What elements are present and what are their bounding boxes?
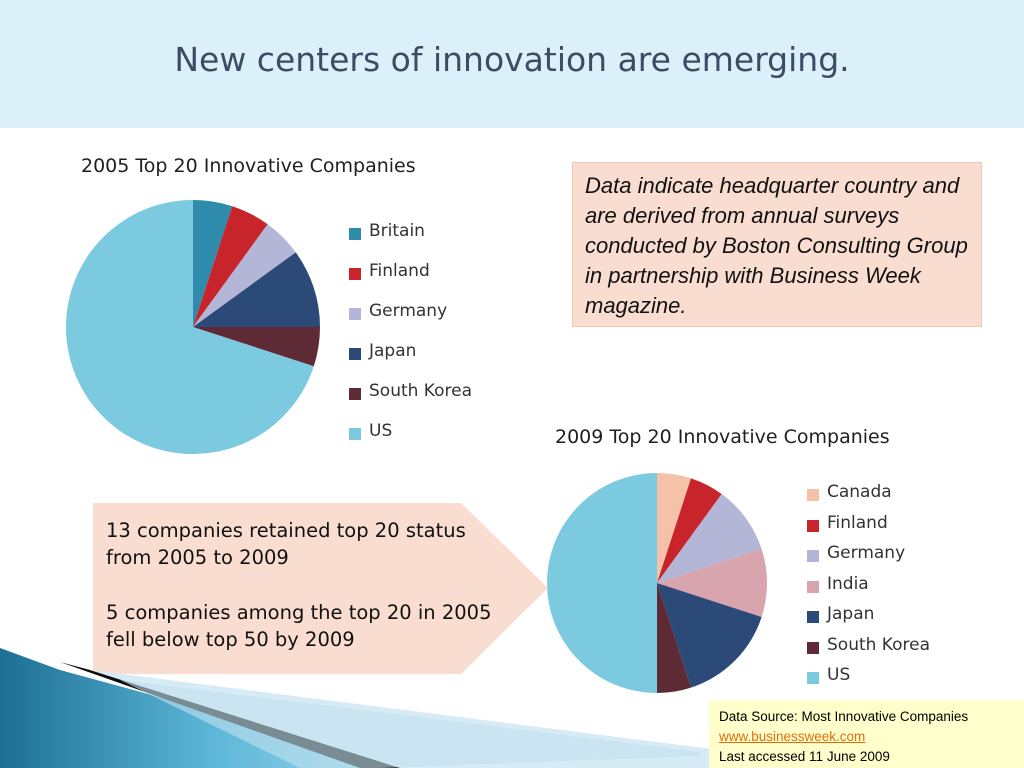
legend-label: South Korea xyxy=(827,634,931,655)
callout-arrow xyxy=(93,503,548,674)
chart-2009-title: 2009 Top 20 Innovative Companies xyxy=(555,426,890,448)
legend-swatch xyxy=(807,641,819,654)
legend-label: Britain xyxy=(369,221,425,241)
legend-swatch xyxy=(807,550,819,562)
legend-swatch xyxy=(807,580,819,593)
legend-label: Japan xyxy=(827,604,875,624)
slide-title: New centers of innovation are emerging. xyxy=(174,40,850,79)
decorative-swoosh xyxy=(0,648,720,768)
legend-label: Germany xyxy=(369,301,448,321)
legend-label: US xyxy=(827,665,851,685)
pie-slice-britain xyxy=(193,200,233,327)
pie-slice-canada xyxy=(657,473,691,583)
legend-swatch xyxy=(349,348,361,360)
legend-swatch xyxy=(349,428,361,440)
legend-swatch xyxy=(807,611,819,623)
pie-slice-us xyxy=(547,473,657,693)
legend-label: Germany xyxy=(827,543,906,563)
legend-label: US xyxy=(369,421,393,441)
pie-slice-japan xyxy=(657,583,762,688)
legend-swatch xyxy=(349,268,361,280)
callout-text: 13 companies retained top 20 status from… xyxy=(106,517,496,681)
chart-2005-title: 2005 Top 20 Innovative Companies xyxy=(81,155,416,177)
pie-slice-finland xyxy=(657,478,722,583)
pie-slice-us xyxy=(66,200,314,454)
legend-label: Japan xyxy=(369,341,417,361)
data-source-box: Data Source: Most Innovative Companies w… xyxy=(709,700,1024,768)
legend-swatch xyxy=(349,308,361,320)
pie-2009 xyxy=(547,473,767,693)
source-link[interactable]: www.businessweek.com xyxy=(719,729,866,744)
methodology-note: Data indicate headquarter country and ar… xyxy=(572,162,982,327)
pie-slice-germany xyxy=(657,494,762,583)
pie-slice-germany xyxy=(193,224,296,327)
legend-label: South Korea xyxy=(369,381,473,401)
callout-line-2: 5 companies among the top 20 in 2005 fel… xyxy=(106,601,492,651)
legend-label: Canada xyxy=(827,482,892,502)
pie-slice-india xyxy=(657,549,767,617)
source-line: Data Source: Most Innovative Companies xyxy=(719,709,969,724)
legend-label: Finland xyxy=(369,261,430,281)
legend-swatch xyxy=(349,388,361,400)
legend-swatch xyxy=(807,672,819,684)
legend-swatch xyxy=(807,489,819,501)
pie-2005 xyxy=(66,200,320,454)
header-band xyxy=(0,0,1024,128)
accessed-line: Last accessed 11 June 2009 xyxy=(719,749,890,764)
legend-label: Finland xyxy=(827,512,888,533)
legend-label: India xyxy=(827,573,869,594)
pie-slice-south-korea xyxy=(657,583,691,693)
pie-slice-japan xyxy=(193,252,320,327)
pie-slice-south-korea xyxy=(193,327,320,367)
pie-slice-finland xyxy=(193,206,268,327)
legend-swatch xyxy=(349,228,361,240)
callout-line-1: 13 companies retained top 20 status from… xyxy=(106,519,466,569)
legend-swatch xyxy=(807,519,819,532)
